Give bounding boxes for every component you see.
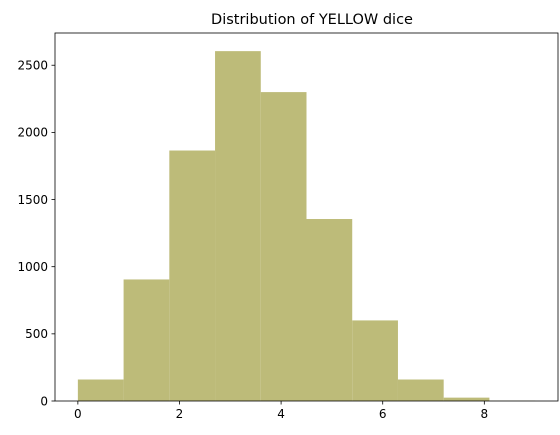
x-tick-label: 6: [379, 407, 387, 421]
x-tick-label: 4: [277, 407, 285, 421]
x-tick-label: 0: [74, 407, 82, 421]
histogram-bar: [215, 51, 261, 402]
x-tick-label: 8: [481, 407, 489, 421]
y-tick-label: 2000: [17, 126, 48, 140]
x-tick-label: 2: [176, 407, 184, 421]
bars-group: [77, 51, 536, 402]
histogram-bar: [169, 150, 216, 401]
y-tick-label: 2500: [17, 59, 48, 73]
x-axis-ticks: 0 2 4 6 8: [74, 401, 488, 421]
y-tick-label: 1000: [17, 260, 48, 274]
y-tick-label: 0: [40, 394, 48, 408]
chart-title: Distribution of YELLOW dice: [211, 12, 413, 28]
plot-frame: [54, 32, 559, 402]
histogram-bar: [306, 219, 353, 401]
histogram-bar: [123, 279, 170, 401]
y-tick-label: 500: [25, 327, 48, 341]
histogram-bar: [352, 320, 398, 401]
histogram-bar: [260, 92, 307, 402]
y-tick-label: 1500: [17, 193, 48, 207]
histogram-bar: [77, 379, 124, 401]
y-axis-ticks: 0 500 1000 1500 2000 2500: [17, 59, 55, 408]
histogram-bar: [397, 379, 444, 401]
histogram-bar: [443, 397, 490, 401]
